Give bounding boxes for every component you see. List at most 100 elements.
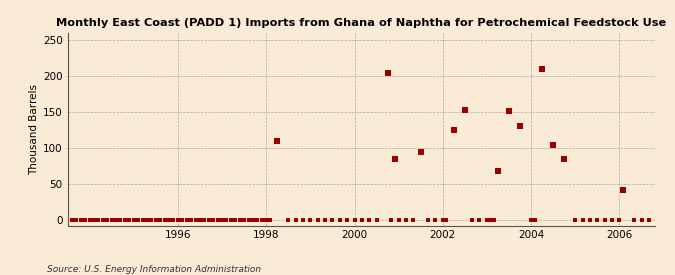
Point (342, 218, 352, 222)
Point (585, 218, 595, 222)
Point (225, 218, 236, 222)
Point (607, 218, 618, 222)
Point (408, 218, 418, 222)
Point (80, 218, 90, 222)
Point (128, 218, 139, 222)
Point (441, 218, 452, 222)
Point (313, 218, 323, 222)
Point (84, 218, 95, 222)
Point (385, 218, 396, 222)
Point (485, 218, 496, 222)
Point (93, 218, 104, 222)
Point (71, 218, 82, 222)
Point (163, 218, 174, 222)
Point (467, 218, 478, 222)
Point (208, 218, 219, 222)
Point (618, 188, 628, 192)
Point (97, 218, 108, 222)
Point (133, 218, 144, 222)
Point (460, 108, 470, 112)
Point (577, 218, 588, 222)
Point (364, 218, 375, 222)
Point (221, 218, 232, 222)
Point (203, 218, 214, 222)
Point (493, 169, 504, 173)
Point (481, 218, 492, 222)
Point (182, 218, 192, 222)
Point (437, 218, 448, 222)
Point (243, 218, 254, 222)
Point (177, 218, 188, 222)
Point (217, 218, 227, 222)
Point (371, 218, 382, 222)
Point (448, 128, 459, 132)
Point (474, 218, 485, 222)
Point (102, 218, 113, 222)
Y-axis label: Thousand Barrels: Thousand Barrels (29, 84, 38, 175)
Point (537, 67, 547, 71)
Point (111, 218, 122, 222)
Point (599, 218, 610, 222)
Text: Source: U.S. Energy Information Administration: Source: U.S. Energy Information Administ… (47, 265, 261, 274)
Point (239, 218, 250, 222)
Point (423, 218, 433, 222)
Point (290, 218, 301, 222)
Point (349, 218, 360, 222)
Point (570, 218, 580, 222)
Point (115, 218, 126, 222)
Point (186, 218, 196, 222)
Point (76, 218, 86, 222)
Point (305, 218, 316, 222)
Point (401, 218, 412, 222)
Point (248, 218, 259, 222)
Point (548, 143, 559, 147)
Point (252, 218, 263, 222)
Point (234, 218, 245, 222)
Point (265, 218, 275, 222)
Point (327, 218, 338, 222)
Point (559, 157, 570, 162)
Point (261, 218, 271, 222)
Point (151, 218, 161, 222)
Point (168, 218, 179, 222)
Point (272, 139, 283, 144)
Point (173, 218, 184, 222)
Point (142, 218, 153, 222)
Point (394, 218, 404, 222)
Point (430, 218, 441, 222)
Point (199, 218, 210, 222)
Point (194, 218, 205, 222)
Point (504, 109, 514, 114)
Point (106, 218, 117, 222)
Point (137, 218, 148, 222)
Point (298, 218, 308, 222)
Point (636, 218, 647, 222)
Point (190, 218, 201, 222)
Point (628, 218, 639, 222)
Point (526, 218, 537, 222)
Point (356, 218, 367, 222)
Point (146, 218, 157, 222)
Point (230, 218, 241, 222)
Point (256, 218, 267, 222)
Point (283, 218, 294, 222)
Point (643, 218, 654, 222)
Point (389, 156, 400, 161)
Point (67, 218, 78, 222)
Point (514, 124, 525, 129)
Point (592, 218, 603, 222)
Point (119, 218, 130, 222)
Point (335, 218, 346, 222)
Title: Monthly East Coast (PADD 1) Imports from Ghana of Naphtha for Petrochemical Feed: Monthly East Coast (PADD 1) Imports from… (56, 18, 666, 28)
Point (159, 218, 170, 222)
Point (489, 218, 500, 222)
Point (319, 218, 330, 222)
Point (529, 218, 540, 222)
Point (415, 149, 426, 154)
Point (212, 218, 223, 222)
Point (88, 218, 99, 222)
Point (382, 70, 393, 75)
Point (614, 218, 625, 222)
Point (155, 218, 165, 222)
Point (124, 218, 135, 222)
